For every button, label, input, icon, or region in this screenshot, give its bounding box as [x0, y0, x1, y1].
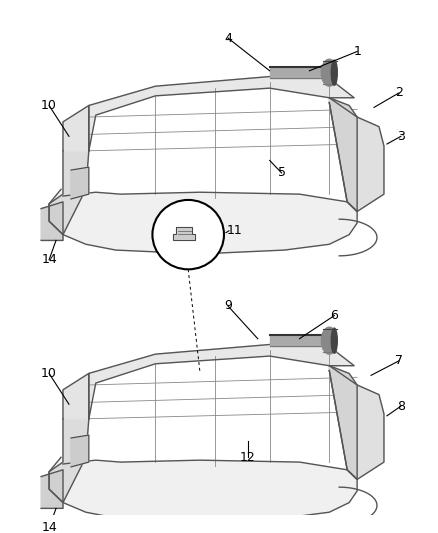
Text: 10: 10: [41, 367, 57, 380]
Text: 7: 7: [395, 354, 403, 367]
Ellipse shape: [321, 59, 337, 86]
Text: 11: 11: [227, 224, 243, 237]
Polygon shape: [329, 366, 384, 480]
Text: 1: 1: [353, 45, 361, 58]
Polygon shape: [329, 366, 357, 480]
Polygon shape: [63, 374, 89, 419]
Polygon shape: [173, 227, 195, 240]
Text: 6: 6: [330, 309, 338, 322]
Text: 3: 3: [397, 130, 405, 143]
Polygon shape: [71, 167, 89, 199]
Polygon shape: [49, 457, 357, 522]
Polygon shape: [63, 106, 89, 151]
Polygon shape: [49, 419, 89, 503]
Polygon shape: [329, 98, 357, 212]
Text: 2: 2: [395, 86, 403, 100]
Text: 14: 14: [41, 253, 57, 266]
Polygon shape: [41, 470, 63, 508]
Polygon shape: [71, 435, 89, 467]
Polygon shape: [41, 202, 63, 240]
Polygon shape: [49, 151, 89, 235]
Circle shape: [152, 200, 224, 269]
Ellipse shape: [331, 60, 337, 85]
Polygon shape: [49, 189, 357, 254]
Text: 10: 10: [41, 99, 57, 112]
Polygon shape: [270, 67, 329, 78]
Text: 14: 14: [41, 521, 57, 533]
Text: 5: 5: [278, 166, 286, 180]
Text: 9: 9: [224, 300, 232, 312]
Ellipse shape: [321, 327, 337, 354]
Polygon shape: [89, 344, 354, 419]
Text: 4: 4: [224, 31, 232, 45]
Polygon shape: [89, 77, 354, 151]
Text: 12: 12: [240, 451, 256, 464]
Ellipse shape: [331, 328, 337, 353]
Polygon shape: [329, 98, 384, 212]
Text: 8: 8: [397, 400, 405, 413]
Polygon shape: [270, 335, 329, 346]
